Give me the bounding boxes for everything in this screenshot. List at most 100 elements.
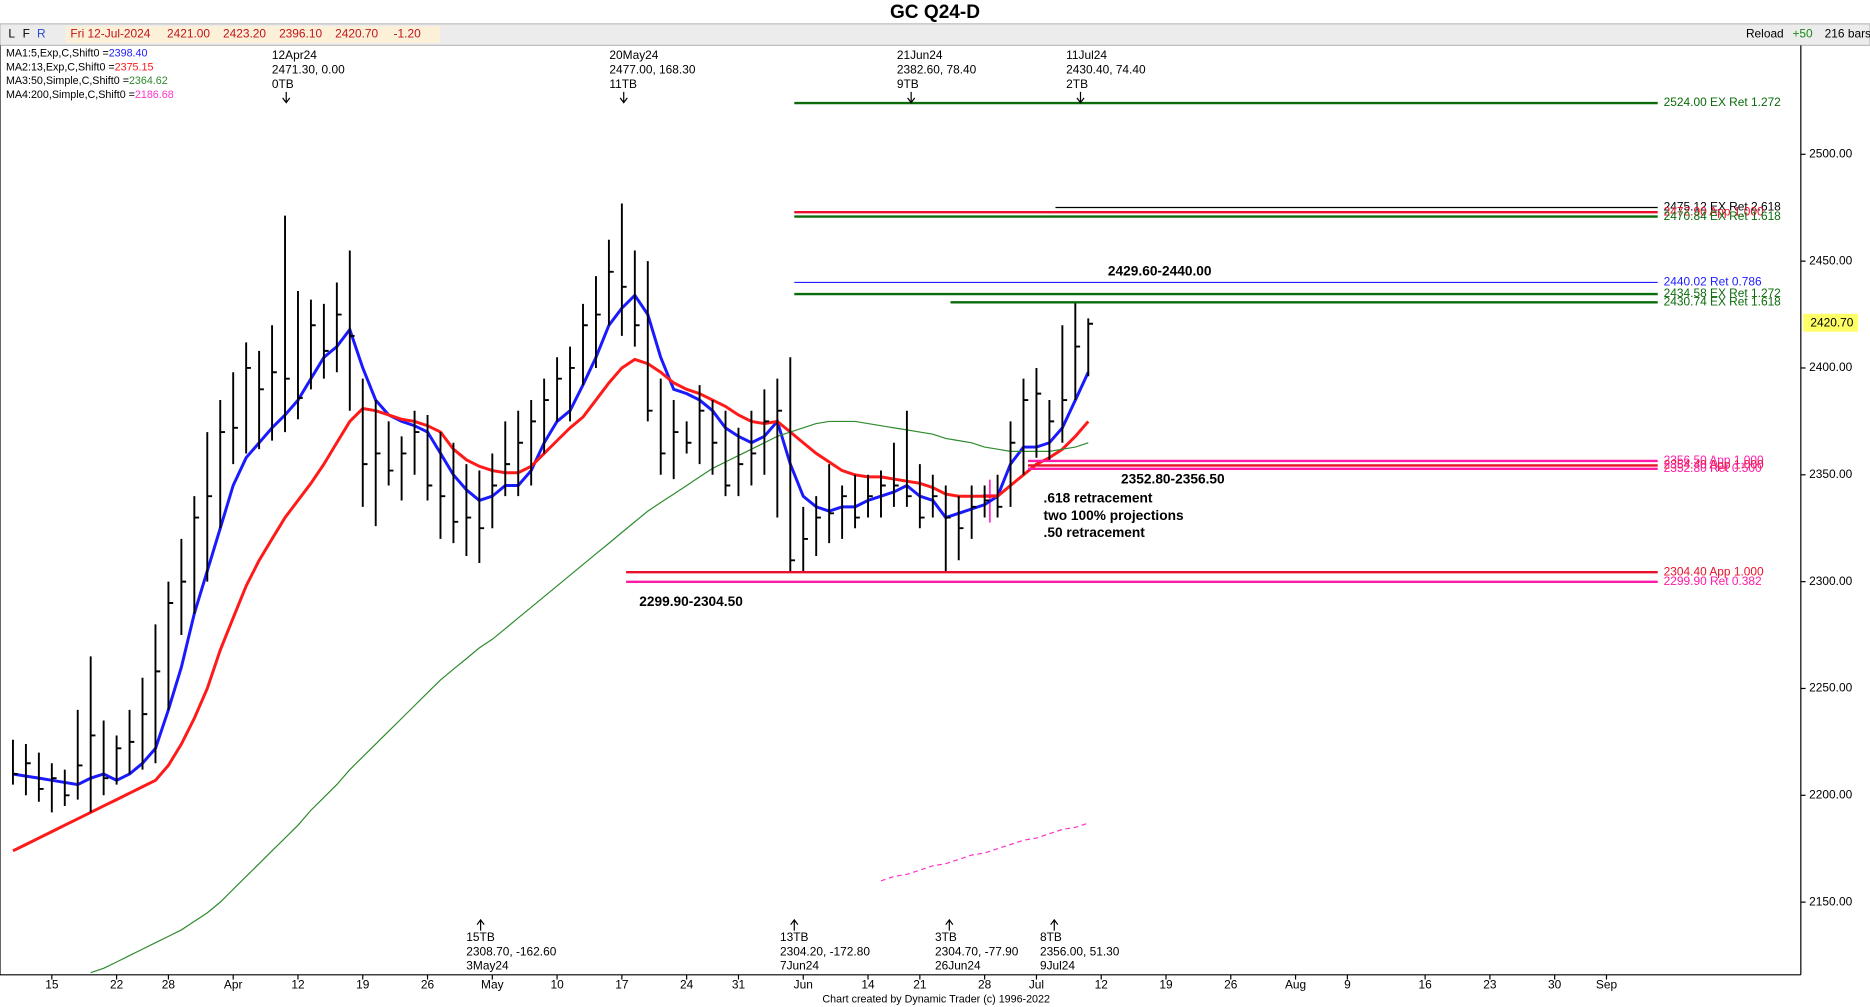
- price-bar: [400, 436, 407, 501]
- pivot-annotation: 2471.30, 0.00: [272, 63, 345, 77]
- price-bar: [309, 299, 316, 390]
- pivot-annotation: 8TB: [1040, 930, 1062, 944]
- note: two 100% projections: [1044, 508, 1184, 523]
- pivot-annotation: 20May24: [609, 48, 658, 62]
- x-tick-label: Jul: [1029, 978, 1044, 992]
- pivot-annotation: 9TB: [897, 77, 919, 91]
- x-tick-label: Jun: [794, 978, 813, 992]
- price-bar: [284, 215, 290, 433]
- x-tick-label: 12: [291, 978, 305, 992]
- price-bar: [465, 464, 472, 557]
- moving-average: [880, 822, 1089, 882]
- zone-label: 2352.80-2356.50: [1121, 471, 1225, 486]
- pivot-annotation: 15TB: [466, 930, 495, 944]
- price-bar: [530, 400, 536, 486]
- pivot-annotation: 3May24: [466, 959, 509, 973]
- x-tick-label: 17: [615, 978, 629, 992]
- legend-value: 2375.15: [115, 61, 154, 73]
- x-tick-label: 14: [861, 978, 875, 992]
- x-tick-label: Aug: [1285, 978, 1306, 992]
- price-bar: [245, 342, 251, 454]
- price-bar: [672, 400, 679, 480]
- x-tick-label: May: [481, 978, 504, 992]
- zone-label: 2299.90-2304.50: [639, 594, 743, 609]
- legend-entry: MA2:13,Exp,C,Shift0 =2375.15: [6, 61, 153, 73]
- x-tick-label: 21: [913, 978, 927, 992]
- price-bar: [569, 346, 575, 422]
- y-tick-label: 2250.00: [1809, 681, 1852, 695]
- button-l[interactable]: L: [8, 27, 15, 41]
- price-bar: [478, 470, 485, 564]
- price-bar: [141, 677, 148, 770]
- price-level-label: 2472.90 App 1.000: [1664, 204, 1764, 218]
- button-f[interactable]: F: [23, 27, 30, 41]
- pivot-annotation: 11TB: [609, 77, 637, 91]
- pivot-annotation: 2TB: [1066, 77, 1088, 91]
- price-bar: [258, 350, 264, 450]
- price-bar: [633, 250, 640, 347]
- button-r[interactable]: R: [37, 27, 46, 41]
- legend-value: 2186.68: [135, 89, 174, 101]
- price-bar: [595, 276, 601, 368]
- price-bar: [750, 410, 757, 486]
- price-level-label: 2440.02 Ret 0.786: [1664, 275, 1762, 289]
- pivot-arrow: [282, 91, 291, 104]
- moving-average: [12, 292, 1090, 787]
- x-tick-label: 19: [1159, 978, 1173, 992]
- pivot-arrow: [1076, 91, 1085, 104]
- price-bar: [206, 432, 213, 582]
- legend-value: 2398.40: [109, 48, 148, 60]
- price-level-label: 2430.74 EX Ret 1.618: [1664, 294, 1782, 308]
- pivot-annotation: 2430.40, 74.40: [1066, 63, 1146, 77]
- price-bar: [426, 414, 433, 501]
- price-level-label: 2352.80 Ret 0.500: [1664, 461, 1762, 475]
- zone-label: 2429.60-2440.00: [1108, 264, 1212, 279]
- price-bar: [504, 421, 511, 497]
- price-bar: [543, 378, 549, 454]
- x-tick-label: 10: [550, 978, 564, 992]
- legend-name: MA2:13,Exp,C,Shift0 =: [6, 61, 115, 73]
- reload-button[interactable]: Reload: [1746, 27, 1784, 41]
- price-bar: [854, 474, 860, 529]
- price-bar: [880, 470, 886, 518]
- moving-average: [90, 420, 1089, 974]
- pivot-annotation: 0TB: [272, 77, 294, 91]
- quote-date: Fri 12-Jul-2024: [70, 27, 150, 41]
- x-tick-label: 22: [110, 978, 124, 992]
- pivot-annotation: 2308.70, -162.60: [466, 944, 556, 958]
- bars-plus[interactable]: +50: [1792, 27, 1813, 41]
- price-bar: [1035, 367, 1042, 458]
- legend-name: MA1:5,Exp,C,Shift0 =: [6, 48, 109, 60]
- price-bar: [815, 496, 821, 557]
- quote-change: -1.20: [394, 27, 422, 41]
- price-level-label: 2354.40 App 1.000: [1664, 458, 1764, 472]
- x-tick-label: Apr: [224, 978, 243, 992]
- y-tick-label: 2300.00: [1809, 574, 1852, 588]
- legend-name: MA3:50,Simple,C,Shift0 =: [6, 75, 129, 87]
- price-bar: [556, 357, 562, 422]
- pivot-annotation: 2477.00, 168.30: [609, 63, 695, 77]
- price-bar: [789, 357, 796, 573]
- x-tick-label: 31: [732, 978, 746, 992]
- price-bar: [1048, 400, 1055, 462]
- pivot-annotation: 7Jun24: [780, 959, 819, 973]
- price-level-label: 2524.00 EX Ret 1.272: [1664, 95, 1782, 109]
- x-tick-label: 12: [1095, 978, 1109, 992]
- pivot-arrow: [790, 918, 799, 931]
- y-tick-label: 2200.00: [1809, 787, 1852, 801]
- price-tag-box: [1803, 313, 1859, 332]
- price-bar: [1087, 318, 1094, 377]
- x-tick-label: 26: [421, 978, 435, 992]
- price-bar: [335, 282, 342, 373]
- legend-value: 2364.62: [129, 75, 168, 87]
- price-bar: [970, 485, 977, 539]
- x-tick-label: 9: [1344, 978, 1351, 992]
- price-bar: [297, 291, 303, 420]
- price-bar: [931, 474, 938, 518]
- y-tick-label: 2500.00: [1809, 146, 1852, 160]
- pivot-annotation: 2304.70, -77.90: [935, 944, 1019, 958]
- pivot-arrow: [1050, 918, 1059, 931]
- price-bar: [841, 485, 847, 539]
